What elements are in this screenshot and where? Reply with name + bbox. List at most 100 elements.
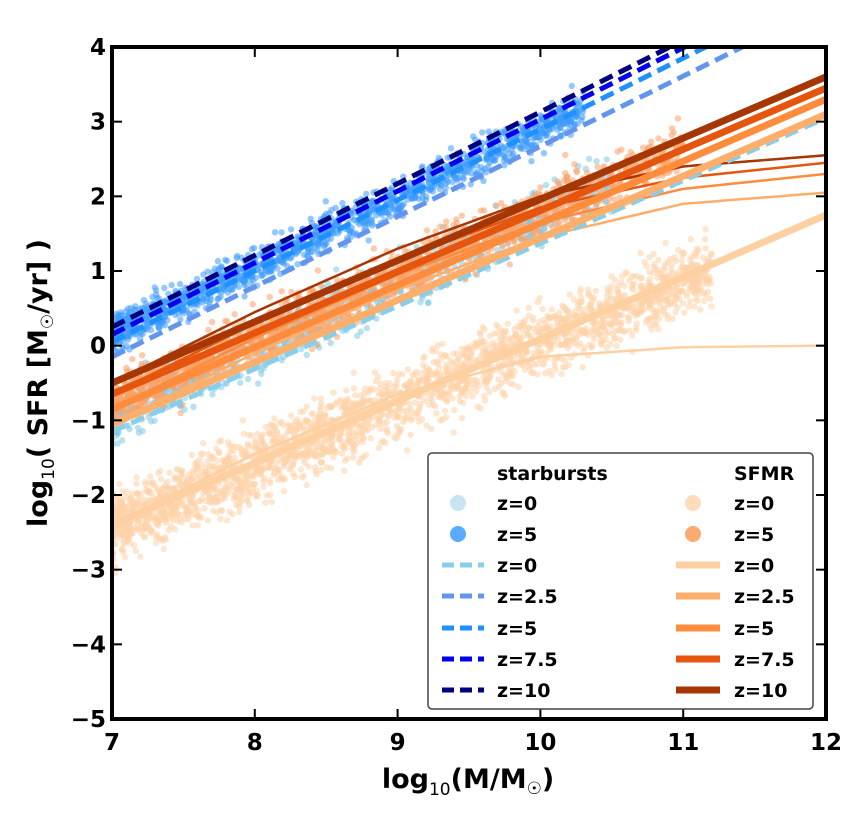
scatter-point [267,421,274,428]
scatter-point [694,297,701,304]
scatter-point [499,340,506,347]
scatter-point [633,303,641,310]
scatter-point [367,386,374,394]
scatter-point [229,511,236,518]
scatter-point [416,403,423,411]
scatter-point [266,459,273,466]
scatter-point [707,295,714,302]
scatter-point [681,250,688,257]
scatter-point [456,393,463,400]
scatter-point [548,306,556,313]
scatter-point [411,399,419,406]
scatter-point [220,489,227,496]
scatter-point [655,325,662,333]
scatter-point [630,286,637,293]
scatter-point [215,438,223,445]
scatter-point [551,314,558,321]
scatter-point [658,274,666,281]
scatter-point [708,303,715,310]
scatter-point [593,158,600,165]
scatter-point [604,312,612,319]
scatter-point [377,425,384,432]
scatter-point [426,366,433,373]
scatter-point [338,443,345,450]
scatter-point [679,300,687,307]
scatter-point [585,155,593,162]
scatter-point [497,368,504,376]
scatter-point [291,473,299,480]
scatter-point [328,403,335,411]
scatter-point [327,465,335,472]
scatter-point [236,508,243,516]
scatter-point [248,443,256,450]
scatter-point [443,218,450,225]
scatter-point [655,296,662,303]
scatter-point [379,391,386,398]
scatter-point [252,470,259,477]
scatter-point [295,453,302,460]
scatter-point [371,369,379,376]
scatter-point [161,515,168,522]
scatter-point [613,342,620,350]
scatter-point [215,464,222,471]
scatter-point [321,410,328,417]
scatter-point [571,161,578,168]
scatter-point [450,429,457,436]
scatter-point [271,415,278,422]
scatter-point [513,307,520,314]
scatter-point [542,369,549,377]
scatter-point [625,304,632,312]
scatter-point [122,531,130,539]
scatter-point [160,545,167,553]
scatter-point [417,299,424,306]
scatter-point [654,274,661,281]
scatter-point [409,372,416,379]
scatter-point [254,380,262,387]
scatter-point [603,293,611,300]
scatter-point [317,459,324,466]
scatter-point [223,517,231,524]
scatter-point [146,498,153,505]
scatter-point [515,352,523,359]
scatter-point [213,493,220,501]
scatter-point [162,536,169,543]
scatter-point [190,403,197,410]
scatter-point [477,330,484,338]
scatter-point [552,366,559,373]
scatter-point [585,290,593,298]
scatter-point [113,432,120,439]
scatter-point [358,422,365,430]
scatter-point [562,170,569,177]
scatter-point [300,451,307,458]
scatter-point [281,476,288,483]
scatter-point [147,529,154,536]
scatter-point [576,289,584,296]
scatter-point [217,515,224,523]
scatter-point [266,492,274,499]
scatter-point [240,430,248,438]
scatter-point [120,549,127,556]
scatter-point [336,434,343,442]
scatter-point [456,398,463,405]
scatter-point [599,315,606,322]
scatter-point [287,427,294,434]
scatter-point [249,301,256,308]
scatter-point [565,362,572,369]
scatter-point [298,345,305,353]
scatter-point [115,499,122,506]
scatter-point [350,369,357,376]
scatter-point [132,547,139,555]
scatter-point [540,361,548,368]
scatter-point [359,429,366,436]
scatter-point [394,414,401,421]
scatter-point [404,381,411,388]
scatter-point [317,466,325,474]
scatter-point [311,395,318,402]
scatter-point [481,338,488,345]
scatter-point [414,410,422,417]
scatter-point [666,291,673,298]
scatter-point [347,438,355,446]
scatter-point [458,212,465,219]
scatter-point [404,366,412,373]
scatter-point [213,509,221,516]
